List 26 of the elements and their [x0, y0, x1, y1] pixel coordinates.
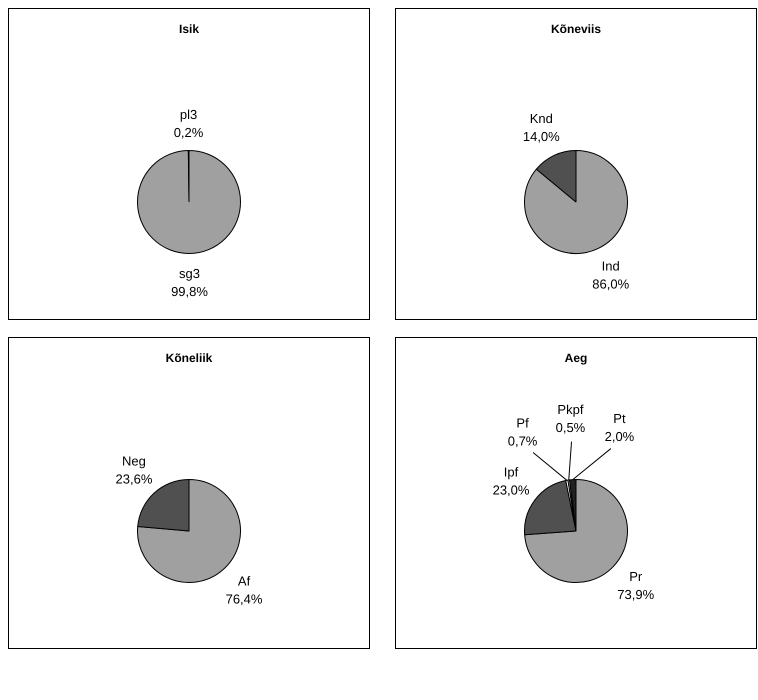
data-label: 86,0%	[592, 276, 630, 292]
data-label: 0,7%	[508, 434, 538, 449]
slice-label: Pkpf	[557, 402, 584, 418]
data-label: 73,9%	[617, 587, 655, 602]
slice-label: Pr	[629, 569, 643, 584]
data-label: 14,0%	[522, 128, 560, 144]
data-label: 0,2%	[174, 125, 204, 140]
slice-label: Pf	[516, 416, 530, 431]
slice-label: sg3	[179, 266, 200, 282]
chart-title: Aeg	[564, 351, 588, 365]
slice-label: pl3	[180, 107, 198, 122]
slice-label: Ipf	[504, 464, 519, 480]
data-label: 23,0%	[492, 482, 530, 498]
slice-label: Neg	[122, 453, 146, 468]
chart-title: Isik	[178, 22, 200, 36]
chart-title: Kõneliik	[166, 351, 213, 365]
data-label: 23,6%	[116, 471, 153, 486]
chart-title: Kõneviis	[550, 22, 602, 36]
slice-label: Knd	[530, 110, 553, 126]
data-label: 2,0%	[604, 428, 635, 444]
slice-label: Ind	[602, 258, 620, 274]
slice-label: Pt	[613, 410, 626, 426]
slice-label: Af	[238, 574, 251, 589]
data-label: 99,8%	[171, 284, 208, 300]
data-label: 76,4%	[226, 592, 263, 607]
data-label: 0,5%	[556, 420, 586, 436]
